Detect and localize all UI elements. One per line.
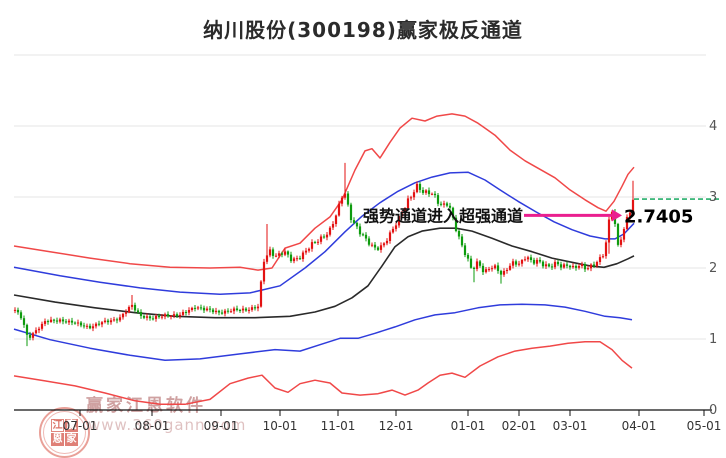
arrow-right-icon — [612, 209, 622, 222]
x-tick-label: 09-01 — [204, 419, 239, 433]
chart-title: 纳川股份(300198)赢家极反通道 — [203, 18, 523, 42]
channel-line-outer-support-red — [13, 341, 633, 406]
x-tick-label: 10-01 — [263, 419, 298, 433]
channel-line-lower-blue — [13, 303, 633, 362]
channel-lines — [13, 113, 635, 406]
candles — [13, 162, 635, 347]
x-tick-label: 05-01 — [687, 419, 722, 433]
x-tick-label: 01-01 — [451, 419, 486, 433]
channel-line-outer-resistance-red — [13, 113, 635, 271]
channel-line-upper-blue — [13, 171, 635, 296]
y-tick-label: 4 — [709, 119, 717, 134]
y-axis: 0 1 2 3 4 — [709, 119, 717, 418]
y-tick-label: 0 — [709, 403, 717, 418]
channel-line-middle-black — [13, 227, 635, 319]
y-tick-label: 3 — [709, 190, 717, 205]
watermark-url: www.360gann.com — [88, 416, 247, 434]
annotation-label: 强势通道进入超强通道 — [363, 206, 523, 225]
y-tick-label: 2 — [709, 261, 717, 276]
watermark-brand: 赢家江恩软件 — [86, 396, 206, 416]
x-tick-label: 04-01 — [622, 419, 657, 433]
x-tick-label: 02-01 — [502, 419, 537, 433]
x-tick-label: 07-01 — [63, 419, 98, 433]
x-tick-label: 03-01 — [553, 419, 588, 433]
x-tick-label: 11-01 — [321, 419, 356, 433]
annotation-price: 2.7405 — [624, 206, 693, 227]
x-tick-label: 12-01 — [379, 419, 414, 433]
x-axis: 07-01 08-01 09-01 10-01 11-01 12-01 01-01 02-01… — [14, 409, 722, 433]
y-tick-label: 1 — [709, 332, 717, 347]
x-tick-label: 08-01 — [135, 419, 170, 433]
grid-lines — [14, 54, 706, 340]
annotation-marker[interactable]: 强势通道进入超强通道 2.7405 — [363, 206, 693, 227]
